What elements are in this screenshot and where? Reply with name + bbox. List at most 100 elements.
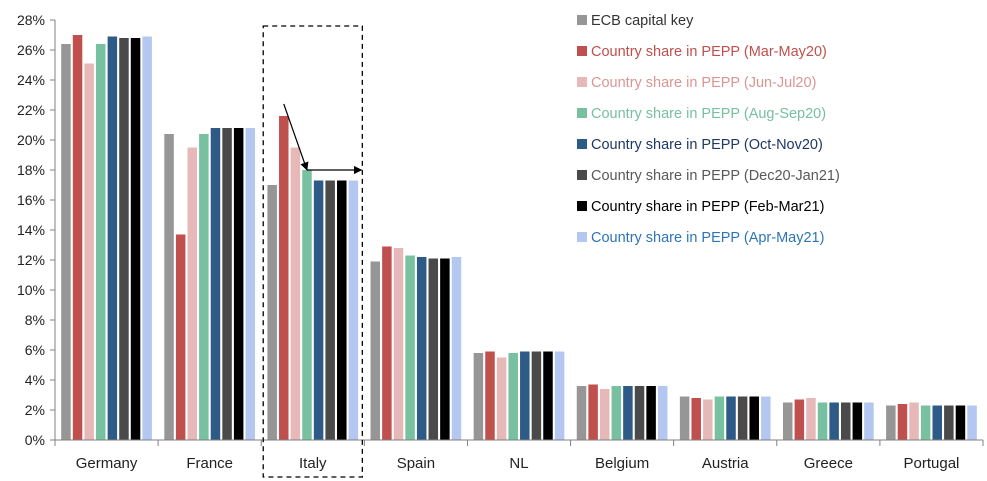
bar-austria-series-6: Country share in PEPP (Dec20-Jan21) — Au… (737, 396, 748, 440)
bar-spain-series-1: ECB capital key — Spain: 11.9% (370, 261, 381, 440)
bar-austria-series-3: Country share in PEPP (Jun-Jul20) — Aust… (703, 399, 713, 440)
y-tick-label: 12% (17, 252, 45, 268)
bar-spain-series-7: Country share in PEPP (Feb-Mar21) — Spai… (440, 258, 450, 440)
bar-greece-series-1: ECB capital key — Greece: 2.5% (782, 402, 793, 440)
legend-swatch-7 (577, 201, 587, 211)
bar-germany-series-2: Country share in PEPP (Mar-May20) — Germ… (72, 35, 83, 440)
bar-nl-series-7: Country share in PEPP (Feb-Mar21) — NL: … (543, 351, 553, 440)
x-category-label-france: France (186, 455, 233, 472)
bar-belgium-series-7: Country share in PEPP (Feb-Mar21) — Belg… (646, 386, 656, 440)
bar-portugal-series-7: Country share in PEPP (Feb-Mar21) — Port… (955, 405, 966, 440)
bar-italy-series-6: Country share in PEPP (Dec20-Jan21) — It… (325, 180, 335, 440)
bar-austria-series-2: Country share in PEPP (Mar-May20) — Aust… (691, 398, 701, 440)
legend-label-3: Country share in PEPP (Jun-Jul20) (591, 75, 816, 91)
bar-austria-series-7: Country share in PEPP (Feb-Mar21) — Aust… (749, 396, 759, 440)
legend-label-7: Country share in PEPP (Feb-Mar21) (591, 199, 824, 215)
bar-italy-series-1: ECB capital key — Italy: 17% (267, 185, 277, 440)
bar-germany-series-8: Country share in PEPP (Apr-May21) — Germ… (142, 36, 152, 440)
bar-greece-series-8: Country share in PEPP (Apr-May21) — Gree… (864, 402, 874, 440)
legend-swatch-1 (577, 15, 587, 25)
bar-belgium-series-5: Country share in PEPP (Oct-Nov20) — Belg… (623, 386, 633, 440)
bar-austria-series-4: Country share in PEPP (Aug-Sep20) — Aust… (714, 396, 725, 440)
bar-france-series-2: Country share in PEPP (Mar-May20) — Fran… (175, 234, 186, 440)
bar-italy-series-2: Country share in PEPP (Mar-May20) — Ital… (279, 116, 289, 440)
bar-france-series-4: Country share in PEPP (Aug-Sep20) — Fran… (199, 134, 209, 440)
x-category-label-spain: Spain (397, 455, 435, 472)
bar-spain-series-5: Country share in PEPP (Oct-Nov20) — Spai… (416, 257, 427, 440)
y-tick-label: 24% (17, 72, 45, 88)
legend-swatch-3 (577, 77, 587, 87)
legend-swatch-4 (577, 108, 587, 118)
bar-germany-series-1: ECB capital key — Germany: 26.4% (61, 44, 71, 440)
legend: ECB capital key Country share in PEPP (Ma… (577, 13, 840, 246)
highlight-box (262, 25, 363, 478)
bar-nl-series-8: Country share in PEPP (Apr-May21) — NL: … (554, 351, 565, 440)
y-axis: 0% 2% 4% 6% 8% 10% 12% 14% 16% 18% 20% 22% 24% 26% 28% (17, 12, 56, 448)
bar-france-series-8: Country share in PEPP (Apr-May21) — Fran… (245, 128, 256, 440)
bar-spain-series-4: Country share in PEPP (Aug-Sep20) — Spai… (405, 255, 415, 440)
bar-portugal-series-4: Country share in PEPP (Aug-Sep20) — Port… (920, 405, 931, 440)
bar-belgium-series-2: Country share in PEPP (Mar-May20) — Belg… (588, 384, 598, 440)
bar-nl-series-5: Country share in PEPP (Oct-Nov20) — NL: … (520, 351, 530, 440)
bar-nl-series-4: Country share in PEPP (Aug-Sep20) — NL: … (508, 353, 518, 440)
bar-portugal-series-5: Country share in PEPP (Oct-Nov20) — Port… (932, 405, 942, 440)
bar-portugal-series-3: Country share in PEPP (Jun-Jul20) — Port… (909, 402, 919, 440)
y-tick-label: 26% (17, 42, 45, 58)
bar-austria-series-5: Country share in PEPP (Oct-Nov20) — Aust… (726, 396, 736, 440)
bar-greece-series-3: Country share in PEPP (Jun-Jul20) — Gree… (806, 398, 816, 440)
x-category-label-italy: Italy (299, 455, 327, 472)
legend-swatch-5 (577, 139, 587, 149)
bar-italy-series-3: Country share in PEPP (Jun-Jul20) — Ital… (290, 147, 301, 440)
bar-germany-series-4: Country share in PEPP (Aug-Sep20) — Germ… (96, 44, 106, 440)
bar-belgium-series-4: Country share in PEPP (Aug-Sep20) — Belg… (611, 386, 622, 440)
x-category-label-austria: Austria (702, 455, 749, 472)
bar-greece-series-5: Country share in PEPP (Oct-Nov20) — Gree… (829, 402, 839, 440)
bar-portugal-series-1: ECB capital key — Portugal: 2.3% (886, 405, 896, 440)
legend-label-4: Country share in PEPP (Aug-Sep20) (591, 106, 826, 122)
legend-label-2: Country share in PEPP (Mar-May20) (591, 44, 827, 60)
bar-belgium-series-3: Country share in PEPP (Jun-Jul20) — Belg… (599, 389, 610, 440)
legend-label-8: Country share in PEPP (Apr-May21) (591, 230, 824, 246)
bar-spain-series-3: Country share in PEPP (Jun-Jul20) — Spai… (393, 248, 404, 440)
bar-germany-series-7: Country share in PEPP (Feb-Mar21) — Germ… (130, 38, 141, 440)
legend-label-5: Country share in PEPP (Oct-Nov20) (591, 137, 823, 153)
bar-portugal-series-2: Country share in PEPP (Mar-May20) — Port… (897, 404, 908, 440)
italy-annotation (262, 25, 363, 478)
y-tick-label: 8% (25, 312, 45, 328)
bar-austria-series-8: Country share in PEPP (Apr-May21) — Aust… (761, 396, 771, 440)
bar-portugal-series-8: Country share in PEPP (Apr-May21) — Port… (967, 405, 977, 440)
bar-spain-series-6: Country share in PEPP (Dec20-Jan21) — Sp… (428, 258, 439, 440)
x-category-label-portugal: Portugal (904, 455, 960, 472)
y-tick-label: 2% (25, 402, 45, 418)
y-tick-label: 14% (17, 222, 45, 238)
legend-label-1: ECB capital key (591, 13, 694, 29)
bar-spain-series-8: Country share in PEPP (Apr-May21) — Spai… (451, 257, 462, 440)
bar-greece-series-4: Country share in PEPP (Aug-Sep20) — Gree… (817, 402, 828, 440)
bar-belgium-series-6: Country share in PEPP (Dec20-Jan21) — Be… (634, 386, 645, 440)
bar-austria-series-1: ECB capital key — Austria: 2.9% (679, 396, 690, 440)
bar-belgium-series-8: Country share in PEPP (Apr-May21) — Belg… (657, 386, 668, 440)
bar-nl-series-6: Country share in PEPP (Dec20-Jan21) — NL… (531, 351, 542, 440)
legend-swatch-2 (577, 46, 587, 56)
bar-france-series-7: Country share in PEPP (Feb-Mar21) — Fran… (233, 128, 244, 440)
bar-france-series-6: Country share in PEPP (Dec20-Jan21) — Fr… (222, 128, 232, 440)
bar-portugal-series-6: Country share in PEPP (Dec20-Jan21) — Po… (944, 405, 954, 440)
bar-nl-series-3: Country share in PEPP (Jun-Jul20) — NL: … (496, 357, 507, 440)
y-tick-label: 6% (25, 342, 45, 358)
bar-france-series-5: Country share in PEPP (Oct-Nov20) — Fran… (210, 128, 221, 440)
legend-swatch-6 (577, 170, 587, 180)
bar-nl-series-2: Country share in PEPP (Mar-May20) — NL: … (485, 351, 495, 440)
y-tick-label: 4% (25, 372, 45, 388)
legend-swatch-8 (577, 232, 587, 242)
x-category-label-greece: Greece (804, 455, 853, 472)
bar-italy-series-7: Country share in PEPP (Feb-Mar21) — Ital… (337, 180, 347, 440)
bar-nl-series-1: ECB capital key — NL: 5.8% (473, 353, 484, 440)
trend-arrow-down (283, 103, 309, 171)
bar-germany-series-6: Country share in PEPP (Dec20-Jan21) — Ge… (119, 38, 129, 440)
y-tick-label: 16% (17, 192, 45, 208)
bar-greece-series-7: Country share in PEPP (Feb-Mar21) — Gree… (852, 402, 863, 440)
y-tick-label: 22% (17, 102, 45, 118)
bar-italy-series-4: Country share in PEPP (Aug-Sep20) — Ital… (302, 170, 312, 440)
x-axis: Germany France Italy Spain NL Belgium Austria G… (54, 439, 984, 472)
